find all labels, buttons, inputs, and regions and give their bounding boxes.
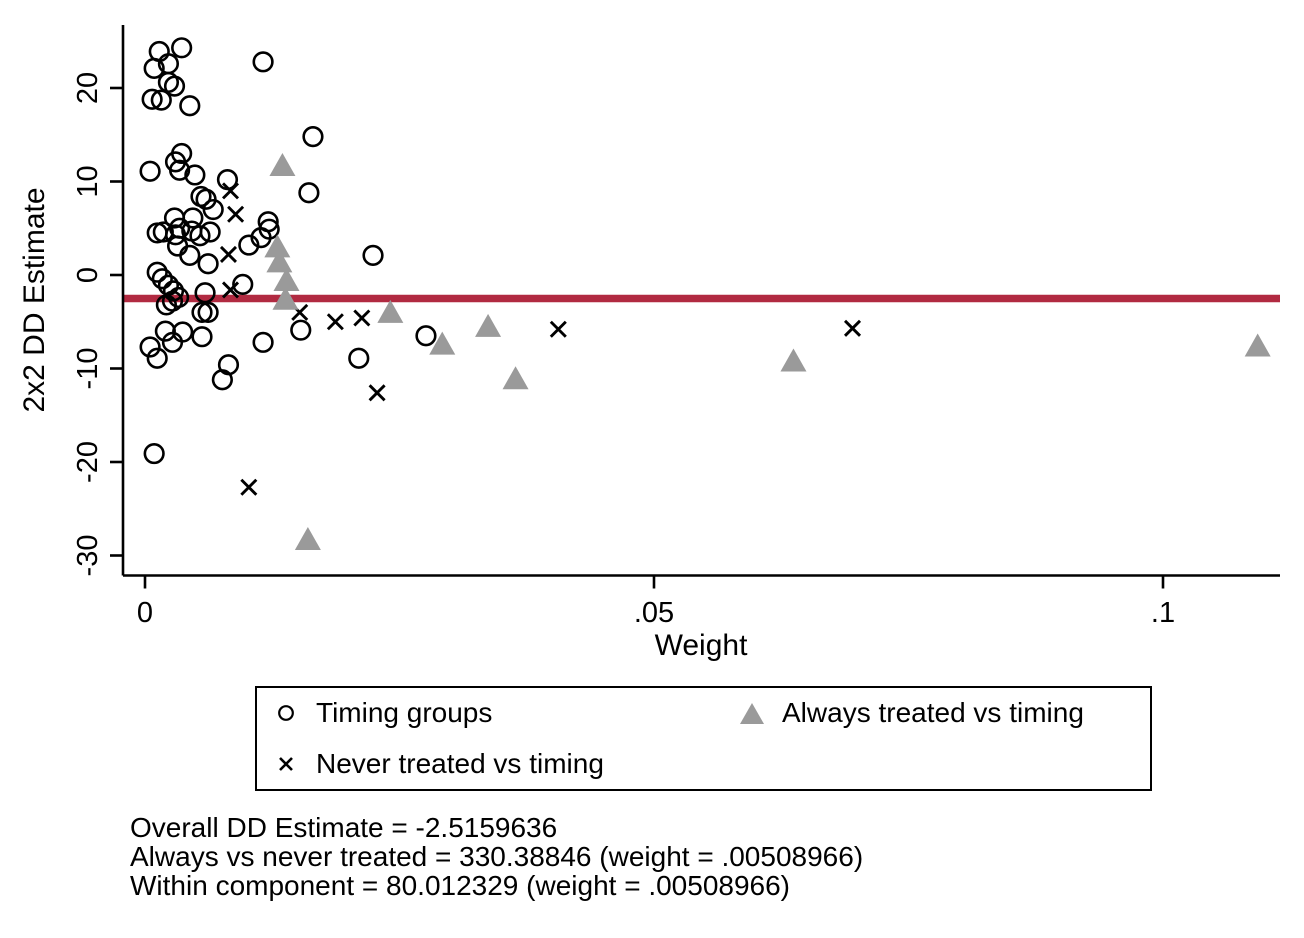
y-tick-label: 0 xyxy=(72,267,104,283)
series-never-treated-vs-timing xyxy=(219,182,862,496)
point-circle xyxy=(184,164,206,186)
point-x xyxy=(221,281,240,299)
point-triangle xyxy=(269,153,296,177)
circle-marker-icon xyxy=(271,700,301,726)
point-triangle xyxy=(429,331,456,355)
annotation-always-vs-never: Always vs never treated = 330.38846 (wei… xyxy=(130,841,864,872)
point-circle xyxy=(250,227,272,249)
point-circle xyxy=(169,159,191,181)
triangle-marker-icon xyxy=(737,700,767,726)
point-circle xyxy=(197,253,219,275)
point-circle xyxy=(298,182,320,204)
legend-label-never-treated: Never treated vs timing xyxy=(316,747,604,779)
point-x xyxy=(219,245,238,263)
point-triangle xyxy=(780,348,807,372)
point-circle xyxy=(191,326,213,348)
point-circle xyxy=(191,301,213,324)
annotation-within-component: Within component = 80.012329 (weight = .… xyxy=(130,870,791,901)
point-triangle xyxy=(272,286,299,310)
point-circle xyxy=(252,51,274,73)
point-triangle xyxy=(264,234,291,258)
point-triangle xyxy=(294,527,321,551)
point-circle xyxy=(139,160,161,182)
point-circle xyxy=(179,95,201,117)
point-circle xyxy=(182,207,204,229)
point-circle xyxy=(146,347,168,369)
point-triangle xyxy=(502,366,529,390)
legend-item-always-treated: Always treated vs timing xyxy=(737,699,1150,727)
legend-label-always-treated: Always treated vs timing xyxy=(782,697,1084,729)
point-circle xyxy=(179,244,201,266)
point-circle xyxy=(171,37,193,59)
point-circle xyxy=(146,261,168,283)
point-x xyxy=(240,478,258,496)
legend-label-timing-groups: Timing groups xyxy=(316,697,493,729)
y-axis xyxy=(110,25,125,576)
x-marker-icon xyxy=(271,752,301,776)
x-axis xyxy=(123,574,1280,589)
point-circle xyxy=(362,244,384,266)
series-always-treated-vs-timing xyxy=(264,153,1271,551)
point-circle xyxy=(143,57,165,79)
series-timing-groups xyxy=(139,37,437,465)
point-circle xyxy=(348,347,370,369)
y-tick-label: -30 xyxy=(72,535,104,577)
point-circle xyxy=(202,198,224,221)
point-x xyxy=(368,384,386,402)
point-circle xyxy=(141,88,163,110)
legend: Timing groups Always treated vs timing N… xyxy=(255,686,1152,791)
point-circle xyxy=(151,268,173,290)
point-circle xyxy=(166,235,189,257)
x-tick-label: 0 xyxy=(137,597,153,629)
point-x xyxy=(227,205,245,223)
point-circle xyxy=(199,221,221,243)
y-axis-title: 2x2 DD Estimate xyxy=(18,187,51,412)
point-x xyxy=(843,319,862,337)
point-circle xyxy=(161,331,184,353)
x-tick-label: .1 xyxy=(1151,597,1175,629)
point-circle xyxy=(155,294,177,316)
point-circle xyxy=(139,336,161,358)
legend-item-timing-groups: Timing groups xyxy=(271,699,737,727)
point-circle xyxy=(252,331,274,353)
point-circle xyxy=(152,221,174,243)
point-circle xyxy=(194,282,216,304)
point-circle xyxy=(290,319,312,341)
y-tick-label: -10 xyxy=(72,348,104,390)
point-triangle xyxy=(1244,333,1271,357)
legend-item-never-treated: Never treated vs timing xyxy=(271,747,737,779)
point-x xyxy=(326,313,344,331)
point-circle xyxy=(172,321,194,343)
point-triangle xyxy=(266,249,293,273)
point-x xyxy=(221,182,240,200)
point-triangle xyxy=(475,313,502,337)
point-x xyxy=(549,320,567,338)
point-circle xyxy=(189,225,211,247)
point-circle xyxy=(302,126,324,148)
point-triangle xyxy=(377,299,404,323)
point-circle xyxy=(143,442,165,465)
x-axis-title: Weight xyxy=(655,629,748,662)
point-circle xyxy=(197,301,219,324)
point-circle xyxy=(211,369,233,391)
y-tick-label: 20 xyxy=(72,72,104,104)
annotation-overall-dd: Overall DD Estimate = -2.5159636 xyxy=(130,812,558,843)
y-tick-label: 10 xyxy=(72,165,104,197)
point-circle xyxy=(415,325,437,347)
point-x xyxy=(353,309,371,327)
y-tick-label: -20 xyxy=(72,441,104,483)
point-circle xyxy=(232,273,254,295)
point-circle xyxy=(150,89,172,111)
point-triangle xyxy=(273,268,300,292)
x-tick-label: .05 xyxy=(634,597,674,629)
annotation-block: Overall DD Estimate = -2.5159636 Always … xyxy=(130,813,863,900)
point-circle xyxy=(164,224,187,246)
point-circle xyxy=(163,75,186,97)
